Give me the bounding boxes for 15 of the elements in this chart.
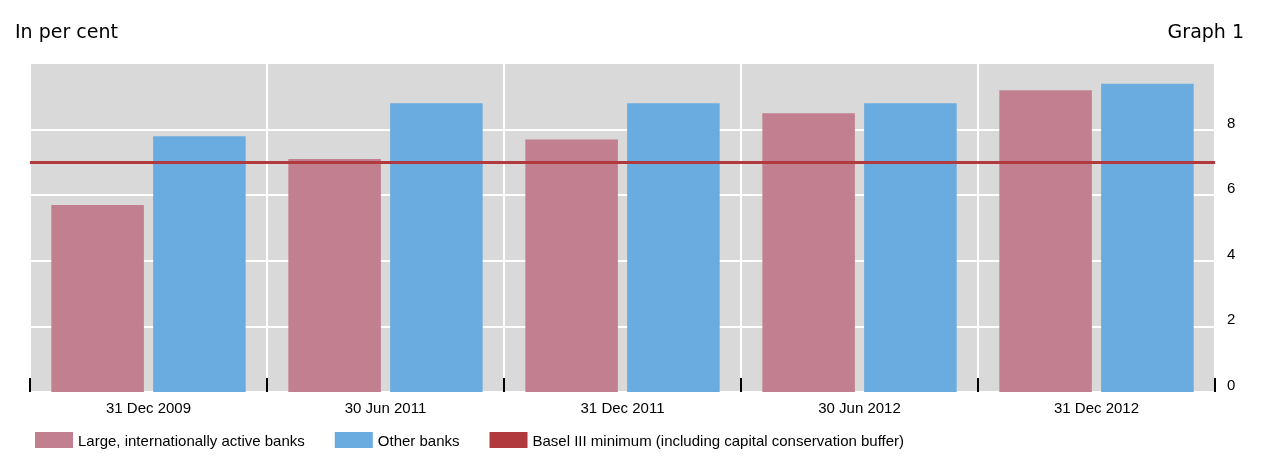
legend-label: Large, internationally active banks — [78, 431, 305, 449]
x-tick-label: 31 Dec 2011 — [580, 399, 665, 416]
chart-title: Graph 1 — [1167, 19, 1245, 42]
x-tick-label: 30 Jun 2011 — [344, 399, 427, 416]
y-tick-label: 6 — [1227, 179, 1236, 197]
x-tick-label: 30 Jun 2012 — [818, 399, 901, 416]
y-tick-label: 2 — [1227, 310, 1236, 328]
x-tick-label: 31 Dec 2012 — [1053, 399, 1140, 416]
x-tick-label: 31 Dec 2009 — [105, 399, 192, 416]
y-tick-label: 4 — [1227, 244, 1236, 262]
y-tick-label: 8 — [1227, 113, 1236, 131]
legend-label: Other banks — [377, 431, 460, 449]
y-tick-label: 0 — [1227, 376, 1236, 393]
y-axis-title: In per cent — [15, 19, 118, 42]
legend-label: Basel III minimum (including capital conservation buffer) — [532, 431, 905, 449]
